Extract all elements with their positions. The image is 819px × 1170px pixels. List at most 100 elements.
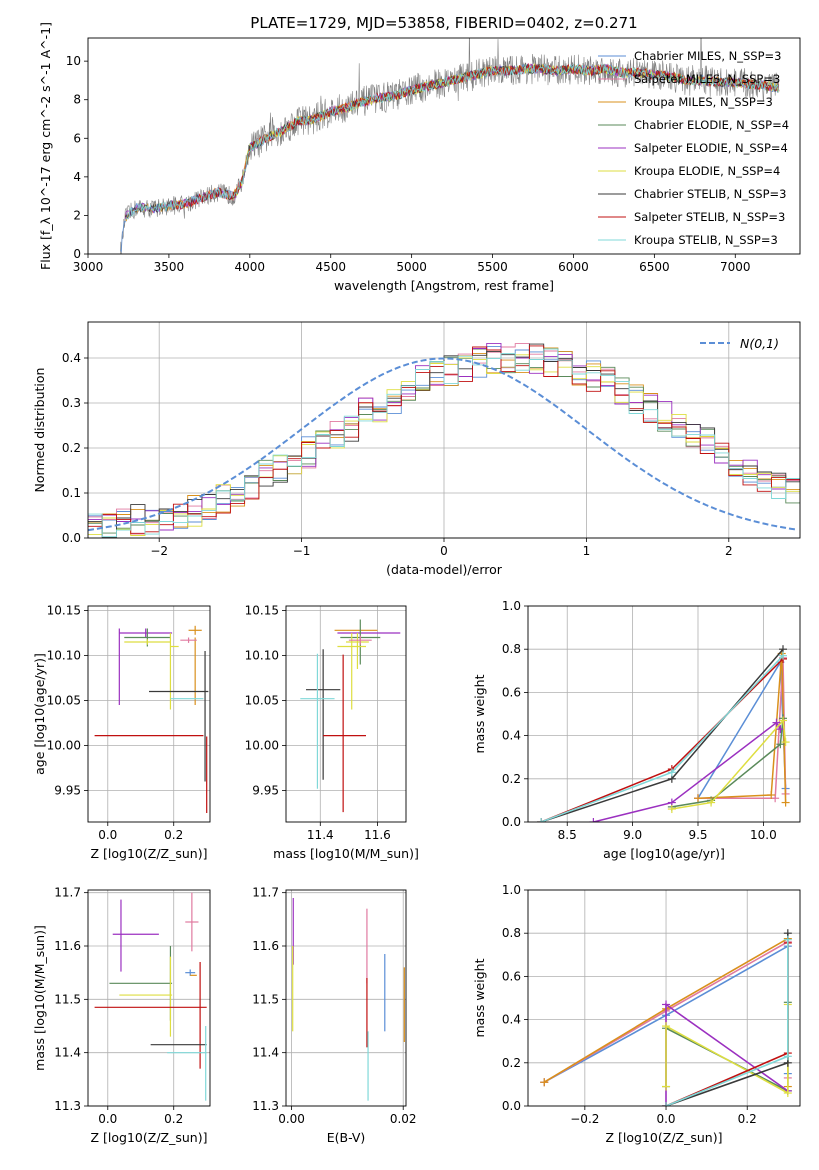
residual-histogram-panel: −2 −1 0 1 2 0.0 0.1 0.2 0.3 0.4 (data-model)/error… bbox=[32, 321, 801, 577]
legend-label: Kroupa ELODIE, N_SSP=4 bbox=[634, 164, 780, 178]
mass-vs-z-panel: 0.0 0.2 11.3 11.4 11.5 11.6 11.7 Z [log10(Z/Z_s… bbox=[32, 886, 211, 1145]
y-tick-label: 10.10 bbox=[245, 649, 279, 663]
model-spectrum bbox=[125, 63, 779, 220]
y-tick-label: 11.6 bbox=[252, 939, 279, 953]
x-axis-label: Z [log10(Z/Z_sun)] bbox=[91, 846, 208, 861]
x-tick-label: 0.0 bbox=[98, 1112, 117, 1126]
y-tick-label: 10.05 bbox=[245, 694, 279, 708]
x-tick-label: 5000 bbox=[396, 260, 427, 274]
legend: N(0,1) bbox=[700, 336, 779, 351]
y-tick-label: 0 bbox=[73, 247, 81, 261]
x-tick-label: 8.5 bbox=[558, 828, 577, 842]
y-tick-label: 11.5 bbox=[252, 992, 279, 1006]
y-tick-label: 10.00 bbox=[245, 739, 279, 753]
weight-series bbox=[662, 935, 792, 1106]
weight-series bbox=[667, 716, 790, 814]
error-bar-point bbox=[169, 633, 179, 710]
y-tick-label: 0.4 bbox=[502, 729, 521, 743]
x-tick-label: 9.5 bbox=[688, 828, 707, 842]
weight-series bbox=[537, 654, 787, 822]
x-tick-label: 2 bbox=[725, 544, 733, 558]
y-tick-label: 0.3 bbox=[62, 396, 81, 410]
age-vs-z-panel: 0.0 0.2 9.95 10.00 10.05 10.10 10.15 Z [log10(Z… bbox=[32, 604, 211, 861]
legend-label: Salpeter STELIB, N_SSP=3 bbox=[634, 210, 785, 224]
y-tick-label: 10 bbox=[66, 54, 81, 68]
y-tick-label: 9.95 bbox=[54, 784, 81, 798]
spectrum-panel: 3000 3500 4000 4500 5000 5500 6000 6500 7000 0 2 4 6… bbox=[38, 22, 801, 293]
y-tick-label: 11.5 bbox=[54, 992, 81, 1006]
y-tick-label: 0.8 bbox=[502, 926, 521, 940]
y-tick-label: 10.15 bbox=[47, 604, 81, 618]
error-bar-point bbox=[180, 637, 197, 643]
y-tick-label: 2 bbox=[73, 208, 81, 222]
error-bar-point bbox=[348, 635, 372, 645]
error-bar-point bbox=[112, 899, 159, 972]
y-tick-label: 4 bbox=[73, 170, 81, 184]
y-tick-label: 11.3 bbox=[252, 1099, 279, 1113]
x-axis-label: wavelength [Angstrom, rest frame] bbox=[334, 278, 554, 293]
y-tick-label: 11.6 bbox=[54, 939, 81, 953]
legend: Chabrier MILES, N_SSP=3 Salpeter MILES, N… bbox=[598, 49, 789, 247]
error-bar-point bbox=[346, 633, 369, 669]
y-tick-label: 0.4 bbox=[62, 351, 81, 365]
weight-line bbox=[540, 655, 784, 822]
error-bar-point bbox=[300, 653, 335, 789]
y-tick-label: 11.4 bbox=[252, 1046, 279, 1060]
x-tick-label: 0.0 bbox=[656, 1112, 675, 1126]
axes-frame bbox=[285, 889, 407, 1107]
legend-label: Chabrier STELIB, N_SSP=3 bbox=[634, 187, 786, 201]
x-tick-label: 0.0 bbox=[98, 828, 117, 842]
x-tick-label: 1 bbox=[583, 544, 591, 558]
y-tick-label: 11.7 bbox=[252, 886, 279, 900]
y-tick-label: 0.0 bbox=[502, 815, 521, 829]
axes-frame bbox=[87, 321, 801, 539]
error-bar-point bbox=[185, 892, 199, 952]
x-axis-label: (data-model)/error bbox=[386, 562, 503, 577]
x-tick-label: 0.02 bbox=[390, 1112, 417, 1126]
age-vs-mass-panel: 11.4 11.6 9.95 10.00 10.05 10.10 10.15 mass [lo… bbox=[245, 604, 419, 862]
gaussian-curve bbox=[88, 357, 798, 532]
mass-weight-vs-z-panel: −0.2 0.0 0.2 0.0 0.2 0.4 0.6 0.8 1.0 Z [log10(Z/Z… bbox=[472, 883, 801, 1145]
y-axis-label: mass [log10(M/M_sun)] bbox=[32, 925, 47, 1071]
axes-frame bbox=[87, 37, 801, 255]
y-tick-label: 10.15 bbox=[245, 604, 279, 618]
x-tick-label: 4000 bbox=[235, 260, 266, 274]
x-tick-label: 3500 bbox=[154, 260, 185, 274]
y-tick-label: 1.0 bbox=[502, 883, 521, 897]
axes-frame bbox=[87, 889, 211, 1107]
x-tick-label: 0.00 bbox=[278, 1112, 305, 1126]
x-tick-label: 6500 bbox=[639, 260, 670, 274]
x-tick-label: 0.2 bbox=[164, 828, 183, 842]
y-tick-label: 0.0 bbox=[502, 1099, 521, 1113]
error-bar-point bbox=[119, 628, 173, 638]
y-tick-label: 0.2 bbox=[502, 1056, 521, 1070]
x-tick-label: −1 bbox=[293, 544, 311, 558]
x-axis-label: mass [log10(M/M_sun)] bbox=[273, 846, 419, 861]
axes-frame bbox=[527, 889, 801, 1107]
legend-label: Chabrier MILES, N_SSP=3 bbox=[634, 49, 781, 63]
y-tick-label: 0.2 bbox=[62, 441, 81, 455]
histogram-step bbox=[88, 348, 800, 538]
y-tick-label: 10.00 bbox=[47, 739, 81, 753]
y-axis-label: Normed distribution bbox=[32, 368, 47, 493]
y-tick-label: 6 bbox=[73, 131, 81, 145]
x-tick-label: 0.2 bbox=[164, 1112, 183, 1126]
weight-line bbox=[671, 718, 784, 808]
axes-frame bbox=[527, 605, 801, 823]
x-tick-label: −2 bbox=[150, 544, 168, 558]
mass-vs-ebv-panel: 0.00 0.02 11.3 11.4 11.5 11.6 11.7 E(B-V) bbox=[252, 886, 416, 1145]
y-tick-label: 0.4 bbox=[502, 1013, 521, 1027]
x-axis-label: age [log10(age/yr)] bbox=[603, 846, 725, 861]
legend-label: Kroupa MILES, N_SSP=3 bbox=[634, 95, 773, 109]
x-tick-label: 0.2 bbox=[738, 1112, 757, 1126]
x-axis-label: Z [log10(Z/Z_sun)] bbox=[91, 1130, 208, 1145]
x-tick-label: 6000 bbox=[558, 260, 589, 274]
y-tick-label: 0.0 bbox=[62, 531, 81, 545]
y-tick-label: 8 bbox=[73, 93, 81, 107]
weight-line bbox=[671, 718, 787, 810]
error-bar-point bbox=[188, 625, 202, 635]
figure-title: PLATE=1729, MJD=53858, FIBERID=0402, z=0… bbox=[250, 14, 637, 32]
y-axis-label: Flux [f_λ 10^-17 erg cm^-2 s^-1 A^-1] bbox=[38, 22, 53, 270]
axes-frame bbox=[87, 605, 211, 823]
error-bar-point bbox=[124, 639, 171, 645]
